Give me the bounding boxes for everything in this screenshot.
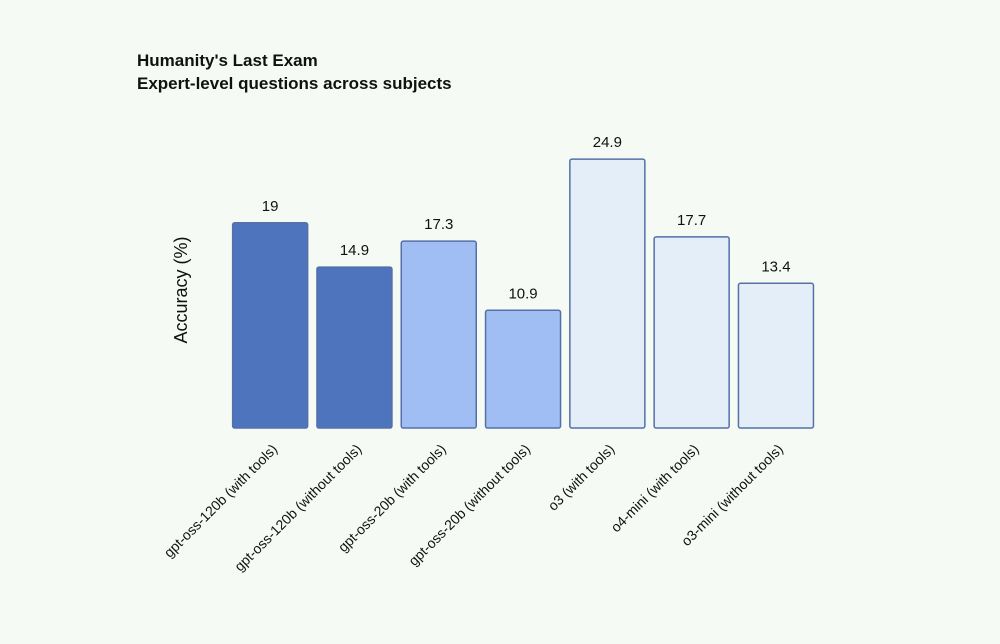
value-label: 19 xyxy=(262,198,279,215)
bar xyxy=(484,309,562,429)
bar xyxy=(316,266,393,429)
chart-subtitle: Expert-level questions across subjects xyxy=(137,74,452,93)
chart-title: Humanity's Last Exam xyxy=(137,51,318,70)
value-label: 17.3 xyxy=(424,216,453,233)
value-label: 14.9 xyxy=(340,242,369,259)
value-label: 13.4 xyxy=(761,258,790,275)
value-label: 17.7 xyxy=(677,212,706,229)
bar xyxy=(569,158,646,429)
value-label: 24.9 xyxy=(593,134,622,151)
bar xyxy=(737,282,815,429)
bar xyxy=(400,240,477,429)
bar xyxy=(231,222,309,429)
bar xyxy=(653,236,730,429)
y-axis-label: Accuracy (%) xyxy=(171,236,191,343)
value-label: 10.9 xyxy=(508,285,537,302)
